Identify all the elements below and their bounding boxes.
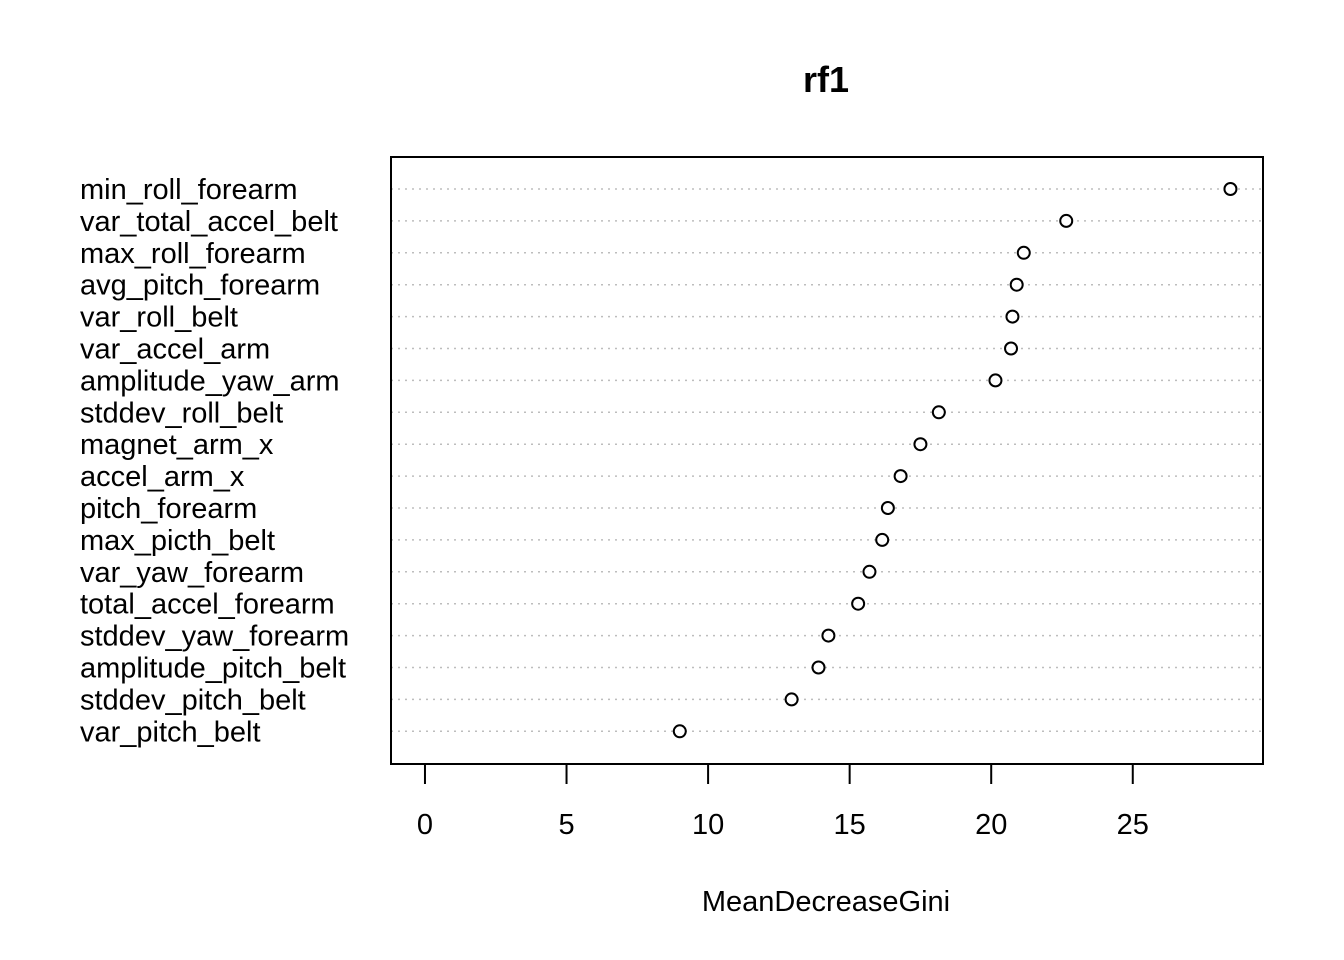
- category-label: max_picth_belt: [80, 525, 275, 557]
- category-label: magnet_arm_x: [80, 429, 274, 461]
- data-point: [811, 660, 826, 675]
- x-tick-label: 0: [417, 809, 433, 841]
- category-label: stddev_pitch_belt: [80, 684, 306, 716]
- category-label: max_roll_forearm: [80, 238, 306, 270]
- category-label: total_accel_forearm: [80, 589, 335, 621]
- data-point: [672, 724, 687, 739]
- data-point: [851, 596, 866, 611]
- data-point: [913, 437, 928, 452]
- category-label: amplitude_pitch_belt: [80, 653, 346, 685]
- data-points: [672, 182, 1238, 739]
- x-tick-label: 20: [975, 809, 1007, 841]
- data-point: [1009, 277, 1024, 292]
- data-point: [1004, 341, 1019, 356]
- data-point: [1059, 213, 1074, 228]
- data-point: [988, 373, 1003, 388]
- category-label: var_roll_belt: [80, 302, 238, 334]
- data-point: [875, 532, 890, 547]
- category-label: pitch_forearm: [80, 493, 257, 525]
- category-label: var_accel_arm: [80, 334, 270, 366]
- category-label: avg_pitch_forearm: [80, 270, 320, 302]
- category-label: stddev_roll_belt: [80, 397, 283, 429]
- x-tick-label: 25: [1117, 809, 1149, 841]
- data-point: [1005, 309, 1020, 324]
- category-label: min_roll_forearm: [80, 174, 298, 206]
- chart-title: rf1: [803, 59, 849, 100]
- data-point: [931, 405, 946, 420]
- category-label: var_pitch_belt: [80, 716, 261, 748]
- x-tick-label: 10: [692, 809, 724, 841]
- x-tick-label: 15: [834, 809, 866, 841]
- x-axis: 0 5 10 15 20 25: [417, 763, 1149, 841]
- data-point: [821, 628, 836, 643]
- data-point: [784, 692, 799, 707]
- data-point: [1223, 182, 1238, 196]
- category-label: var_yaw_forearm: [80, 557, 304, 589]
- data-point: [1016, 245, 1031, 260]
- grid-lines: [391, 188, 1263, 733]
- category-labels: min_roll_forearmvar_total_accel_beltmax_…: [80, 174, 349, 748]
- x-tick-label: 5: [558, 809, 574, 841]
- data-point: [893, 469, 908, 484]
- data-point: [880, 501, 895, 515]
- plot-frame: [390, 156, 1264, 765]
- category-label: stddev_yaw_forearm: [80, 621, 349, 653]
- category-label: amplitude_yaw_arm: [80, 365, 340, 397]
- category-label: accel_arm_x: [80, 461, 245, 493]
- data-point: [862, 564, 877, 579]
- category-label: var_total_accel_belt: [80, 206, 338, 238]
- x-axis-label: MeanDecreaseGini: [702, 886, 950, 918]
